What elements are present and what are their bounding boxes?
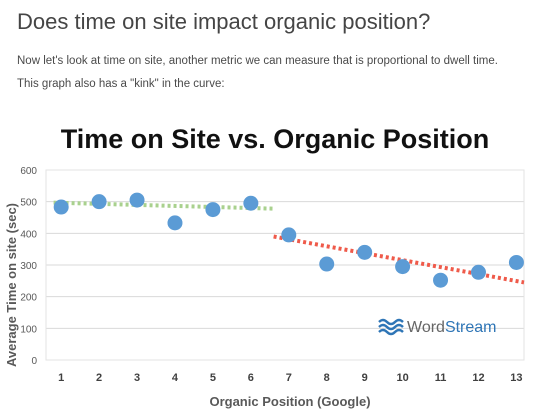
y-axis-label: Average Time on site (sec)	[4, 203, 19, 367]
y-tick-label: 100	[20, 324, 37, 335]
x-tick-label: 5	[210, 372, 216, 384]
data-point	[395, 259, 411, 275]
x-tick-label: 1	[58, 372, 64, 384]
x-tick-label: 4	[172, 372, 179, 384]
x-tick-label: 2	[96, 372, 102, 384]
wave-icon	[378, 328, 404, 336]
data-point	[53, 199, 69, 215]
y-tick-label: 0	[31, 356, 37, 367]
data-point	[91, 194, 107, 210]
data-point	[281, 227, 297, 243]
data-point	[129, 192, 145, 208]
x-tick-label: 8	[324, 372, 330, 384]
article-heading: Does time on site impact organic positio…	[17, 9, 431, 34]
y-tick-label: 400	[20, 229, 37, 240]
x-tick-label: 7	[286, 372, 292, 384]
plot-area	[45, 169, 525, 361]
x-tick-label: 3	[134, 372, 140, 384]
chart-figure: Time on Site vs. Organic Position 0 100 200…	[0, 110, 547, 410]
x-tick-label: 6	[248, 372, 254, 384]
wave-icon	[378, 323, 404, 331]
data-point	[357, 244, 373, 260]
wordstream-wordmark: WordStream	[407, 319, 497, 336]
article-paragraph: This graph also has a "kink" in the curv…	[17, 78, 225, 90]
trendline-before-kink	[53, 200, 274, 211]
y-tick-label: 300	[20, 261, 37, 272]
chart-title: Time on Site vs. Organic Position	[61, 124, 490, 154]
wave-icon	[378, 318, 404, 326]
data-point	[508, 254, 524, 270]
data-point	[167, 215, 183, 231]
data-point	[243, 195, 259, 211]
x-tick-label: 10	[396, 372, 408, 384]
x-axis-label: Organic Position (Google)	[209, 394, 370, 409]
x-tick-label: 9	[362, 372, 368, 384]
data-point	[433, 272, 449, 288]
data-point	[319, 256, 335, 272]
y-tick-label: 200	[20, 293, 37, 304]
x-tick-label: 12	[472, 372, 484, 384]
y-tick-label: 600	[20, 166, 37, 177]
data-point	[205, 202, 221, 218]
scatter-chart: Time on Site vs. Organic Position 0 100 200…	[4, 124, 525, 409]
wordstream-logo: WordStream	[378, 318, 497, 336]
trendline-after-kink	[273, 234, 525, 285]
article-paragraph: Now let's look at time on site, another …	[17, 55, 498, 67]
x-tick-label: 13	[510, 372, 522, 384]
y-tick-label: 500	[20, 198, 37, 209]
x-tick-label: 11	[435, 372, 447, 384]
data-point	[470, 264, 486, 280]
